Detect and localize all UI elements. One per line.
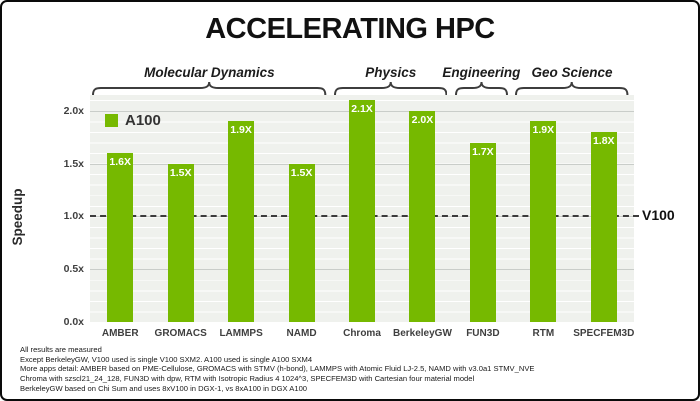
bar-FUN3D: 1.7X [469,142,496,322]
group-label: Engineering [442,65,521,80]
bar-BerkeleyGW: 2.0X [409,110,436,322]
footnote-line: BerkeleyGW based on Chi Sum and uses 8xV… [20,383,308,393]
xtick-label: RTM [532,328,555,339]
bar-value-label: 1.5X [290,166,313,179]
bar-value-label: 1.9X [532,124,555,137]
group-label: Molecular Dynamics [144,65,275,80]
footnote-line: Chroma with szscl21_24_128, FUN3D with d… [20,374,475,384]
ytick-label: 0.0x [63,316,84,328]
bar-RTM: 1.9X [530,121,557,322]
footnote-line: All results are measured [20,345,102,354]
bar-AMBER: 1.6X [107,153,134,322]
xtick-label: AMBER [101,328,139,339]
group-engineering: Engineering [442,56,520,96]
xtick-label: Chroma [343,328,381,339]
bar-value-label: 2.1X [351,103,373,116]
ytick-label: 1.5x [63,157,84,170]
xtick-label: BerkeleyGW [392,328,452,339]
footnote-line: Except BerkeleyGW, V100 used is single V… [20,354,313,364]
bar-value-label: 2.0X [411,113,434,126]
brace-icon [92,81,327,96]
chart-title: ACCELERATING HPC [205,13,495,45]
ytick-label: 2.0x [63,104,84,117]
footnotes: All results are measured Except BerkeleyG… [20,345,688,394]
xtick-label: GROMACS [154,328,207,339]
bar-value-label: 1.6X [109,156,132,169]
group-label: Geo Science [531,65,613,80]
bar-GROMACS: 1.5X [167,163,194,322]
bar-value-label: 1.9X [230,124,252,137]
y-axis-ticks: 0.0x 0.5x 1.0x 1.5x 2.0x [2,95,84,328]
bar-value-label: 1.5X [169,166,192,179]
xtick-label: NAMD [286,328,317,339]
x-axis-labels: AMBER GROMACS LAMMPS NAMD Chroma BerkeleyGW FU… [90,328,634,342]
brace-icon [454,81,508,96]
group-braces-layer: Molecular Dynamics Physics Engineering Geo … [90,56,634,96]
legend: A100 [105,112,161,129]
bar-LAMMPS: 1.9X [228,121,255,322]
group-geo-science: Geo Science [515,56,629,96]
group-label: Physics [365,65,417,80]
plot-area: A100 1.6X 1.5X 1.9X 1.5X 2.1X 2.0X 1.7X 1.9X 1.8… [90,95,639,322]
group-molecular-dynamics: Molecular Dynamics [92,56,327,96]
legend-label: A100 [125,112,161,129]
xtick-label: SPECFEM3D [573,328,635,339]
ytick-label: 0.5x [63,263,84,276]
bar-value-label: 1.8X [592,134,615,147]
ytick-label: 1.0x [63,210,84,223]
legend-swatch-icon [105,114,118,127]
bar-Chroma: 2.1X [349,100,375,322]
brace-icon [515,81,629,96]
bar-value-label: 1.7X [472,145,494,158]
xtick-label: FUN3D [466,328,500,339]
bar-SPECFEM3D: 1.8X [590,131,617,322]
group-physics: Physics [334,56,448,96]
baseline-label: V100 [642,207,675,224]
xtick-label: LAMMPS [219,328,263,339]
footnote-line: More apps detail: AMBER based on PME-Cel… [20,364,535,374]
brace-icon [334,81,448,96]
bar-NAMD: 1.5X [288,163,315,322]
